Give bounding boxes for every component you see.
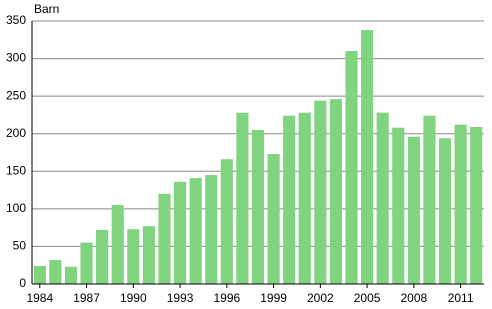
bar (111, 205, 124, 284)
bar (80, 242, 93, 284)
bar (423, 115, 436, 285)
bar (329, 99, 343, 284)
y-tick-label: 100 (6, 201, 26, 215)
x-tick-label: 1984 (26, 291, 53, 305)
bar (205, 175, 218, 284)
bar (438, 138, 452, 284)
bar (127, 229, 140, 284)
bar (454, 124, 467, 284)
bar (220, 159, 233, 284)
bar (64, 266, 78, 284)
x-tick-label: 1996 (213, 291, 240, 305)
bar (470, 126, 483, 284)
bar (392, 127, 405, 285)
x-tick-label: 1993 (167, 291, 194, 305)
bar (49, 259, 62, 284)
bar (345, 51, 358, 284)
x-tick-label: 2011 (448, 291, 474, 305)
y-tick-label: 200 (6, 126, 26, 140)
y-tick-label: 350 (6, 13, 26, 27)
bar (189, 178, 202, 284)
x-tick-label: 2005 (354, 291, 381, 305)
x-tick-label: 2002 (307, 291, 334, 305)
bar (376, 112, 389, 284)
y-tick-label: 50 (13, 239, 27, 253)
bar (96, 229, 109, 284)
y-tick-label: 0 (19, 276, 26, 290)
bar (267, 154, 280, 284)
bar (407, 136, 420, 284)
y-tick-label: 150 (6, 163, 26, 177)
bar (142, 226, 155, 284)
x-tick-label: 1999 (260, 291, 287, 305)
bar (251, 129, 265, 284)
bar (236, 112, 249, 284)
x-tick-label: 1987 (73, 291, 100, 305)
bar (361, 30, 374, 284)
y-tick-label: 250 (6, 88, 26, 102)
y-axis-title: Barn (34, 2, 59, 16)
y-tick-label: 300 (6, 51, 26, 65)
bar (298, 112, 311, 284)
bar (314, 100, 327, 284)
bar (283, 115, 296, 285)
bar (158, 193, 171, 284)
bar (173, 181, 187, 284)
x-tick-label: 1990 (120, 291, 147, 305)
bar (33, 265, 46, 284)
x-tick-label: 2008 (401, 291, 428, 305)
